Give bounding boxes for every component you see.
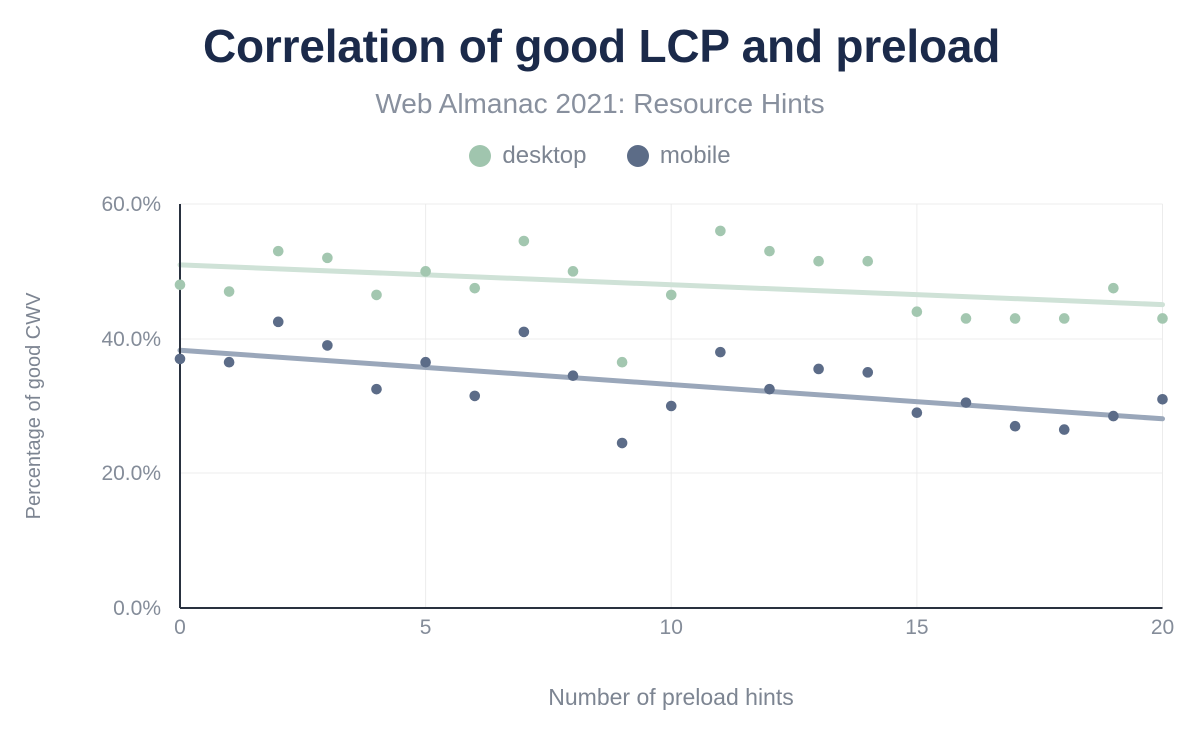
svg-text:0: 0 — [174, 616, 186, 639]
svg-text:Number of preload hints: Number of preload hints — [548, 684, 793, 710]
svg-text:5: 5 — [420, 616, 432, 639]
svg-text:0.0%: 0.0% — [113, 597, 161, 620]
svg-text:20.0%: 20.0% — [101, 462, 161, 485]
svg-text:60.0%: 60.0% — [101, 193, 161, 216]
svg-text:20: 20 — [1151, 616, 1174, 639]
svg-text:Percentage of good CWV: Percentage of good CWV — [23, 292, 45, 519]
svg-text:40.0%: 40.0% — [101, 328, 161, 351]
svg-text:15: 15 — [905, 616, 928, 639]
svg-text:10: 10 — [660, 616, 683, 639]
